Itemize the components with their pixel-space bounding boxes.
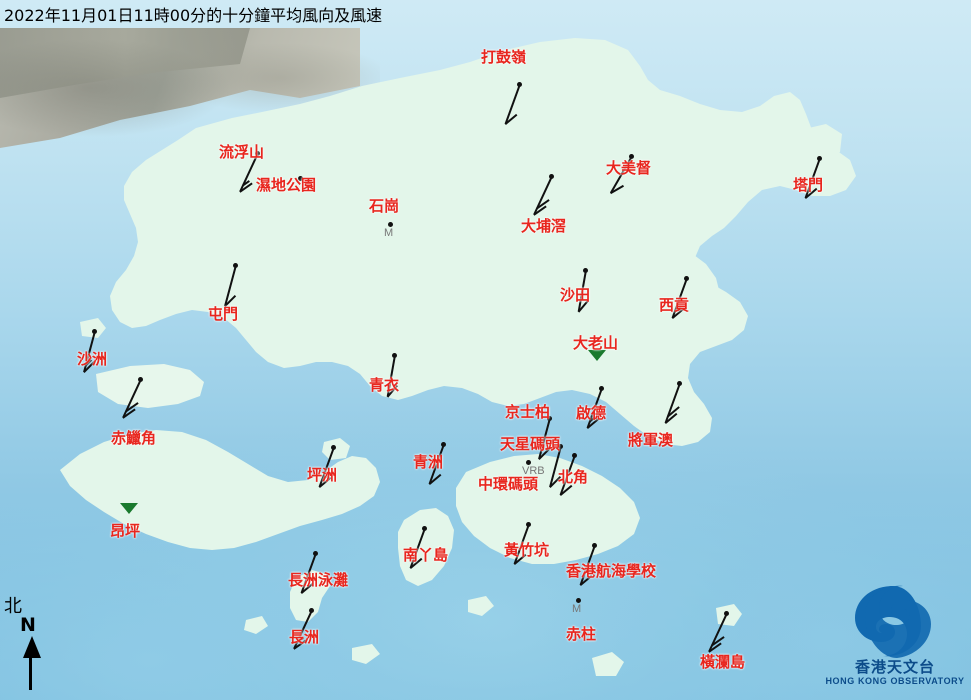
station-label: 將軍澳	[628, 431, 674, 449]
station-label: 北角	[558, 468, 589, 486]
station-label: 橫瀾島	[700, 653, 746, 671]
chek-lap-kok-island	[96, 364, 204, 408]
station-label: 打鼓嶺	[481, 48, 527, 66]
station-dot-icon	[576, 598, 581, 603]
station-label: 天星碼頭	[500, 435, 561, 453]
islet-a	[468, 596, 494, 616]
station-label: 坪洲	[307, 466, 338, 484]
new-territories-land	[110, 38, 856, 446]
station-sub-label: M	[572, 603, 582, 615]
page-title: 2022年11月01日11時00分的十分鐘平均風向及風速	[4, 6, 383, 25]
islet-c	[244, 616, 268, 634]
station-label: 黃竹坑	[504, 541, 550, 559]
hong-kong-island	[456, 454, 640, 564]
tap-mun-island	[800, 124, 842, 162]
compass-label-en: N	[20, 614, 36, 636]
compass-label-ch: 北	[4, 596, 22, 617]
station-label: 赤鱲角	[111, 429, 157, 447]
station-label: 香港航海學校	[566, 562, 657, 580]
hko-name-ch: 香港天文台	[854, 658, 935, 676]
station-label: 長洲	[289, 628, 320, 646]
hko-logo-mark-icon	[851, 584, 935, 660]
station-label: 流浮山	[219, 143, 265, 161]
hko-name-en: HONG KONG OBSERVATORY	[825, 676, 965, 686]
station-label: 大美督	[606, 159, 652, 177]
compass-rose: 北 N	[4, 592, 52, 696]
station-label: 西貢	[659, 296, 690, 314]
peng-chau-island	[322, 438, 350, 460]
station-label: 濕地公園	[256, 176, 317, 194]
station-label: 京士柏	[505, 403, 551, 421]
sha-chau-island	[80, 318, 106, 338]
calm-symbol-icon	[588, 350, 606, 361]
station-label: 青衣	[369, 376, 400, 394]
compass-arrow-icon	[23, 636, 41, 658]
cheung-chau-island	[290, 570, 330, 622]
waglan-island	[716, 604, 742, 626]
po-toi-island	[592, 652, 624, 676]
station-sub-label: M	[384, 227, 394, 239]
station-label: 啟德	[576, 404, 607, 422]
station-label: 大老山	[573, 334, 619, 352]
station-label: 塔門	[793, 176, 824, 194]
station-label: 長洲泳灘	[288, 571, 349, 589]
station-dot-icon	[298, 176, 303, 181]
calm-symbol-icon	[120, 503, 138, 514]
station-label: 屯門	[208, 305, 239, 323]
station-label: 沙田	[560, 286, 591, 304]
station-label: 赤柱	[566, 625, 597, 643]
station-label: 沙洲	[77, 350, 108, 368]
station-label: 青洲	[413, 453, 444, 471]
station-label: 昂坪	[110, 522, 141, 540]
sai-kung-peninsula	[634, 246, 720, 318]
station-label: 石崗	[369, 197, 400, 215]
hko-logo: 香港天文台 HONG KONG OBSERVATORY	[825, 584, 965, 696]
compass-stem	[29, 656, 32, 690]
lantau-island	[60, 430, 380, 550]
islet-b	[352, 644, 380, 664]
station-label: 大埔滘	[521, 217, 567, 235]
station-sub-label: VRB	[522, 465, 545, 477]
station-dot-icon	[388, 222, 393, 227]
station-dot-icon	[526, 460, 531, 465]
station-label: 南丫島	[403, 546, 449, 564]
station-label: 中環碼頭	[478, 475, 539, 493]
